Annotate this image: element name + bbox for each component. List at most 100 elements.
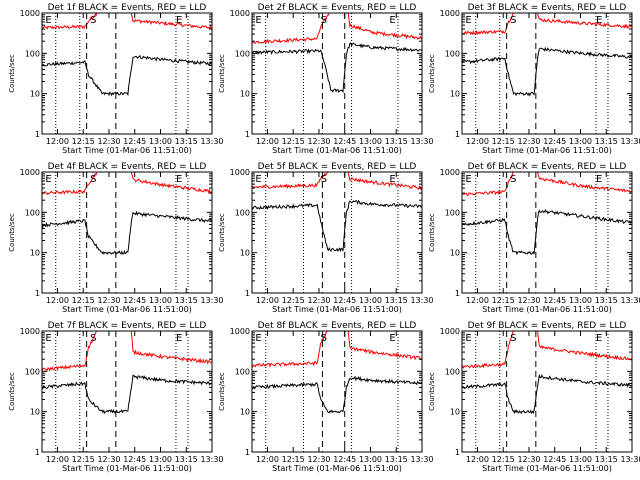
- chart-panel-9: Det 9f BLACK = Events, RED = LLD E S E 1 10 10…: [428, 321, 640, 473]
- events-series-line: [42, 210, 212, 256]
- x-tick-label: 13:15: [385, 137, 408, 146]
- x-tick-label: 12:45: [543, 455, 566, 464]
- chart-title: Det 9f BLACK = Events, RED = LLD: [468, 321, 627, 331]
- lld-series-line: [42, 331, 212, 372]
- y-tick-label: 1000: [230, 327, 250, 336]
- x-tick-label: 12:00: [256, 455, 279, 464]
- x-axis-label: Start Time (01-Mar-06 11:51:00): [62, 146, 192, 155]
- x-tick-label: 13:30: [620, 296, 640, 305]
- x-tick-label: 12:45: [543, 137, 566, 146]
- marker-label: E: [465, 333, 471, 344]
- chart-panel-6: Det 6f BLACK = Events, RED = LLD E S E 1 10 10…: [428, 162, 640, 314]
- y-tick-label: 1000: [20, 168, 40, 177]
- x-tick-label: 13:15: [595, 137, 618, 146]
- x-tick-label: 12:30: [307, 296, 330, 305]
- x-tick-label: 12:30: [307, 455, 330, 464]
- y-tick-label: 1000: [440, 168, 460, 177]
- y-axis-label: Counts/sec: [428, 213, 436, 252]
- x-tick-label: 12:15: [72, 455, 95, 464]
- x-tick-label: 13:30: [200, 296, 223, 305]
- chart-panel-3: Det 3f BLACK = Events, RED = LLD E S E 1 10 10…: [428, 3, 640, 155]
- x-tick-label: 12:15: [282, 455, 305, 464]
- y-axis-label: Counts/sec: [8, 54, 16, 93]
- x-tick-label: 12:30: [517, 137, 540, 146]
- x-axis-label: Start Time (01-Mar-06 11:51:00): [62, 305, 192, 314]
- x-tick-label: 12:15: [72, 296, 95, 305]
- lld-series-line: [252, 331, 422, 368]
- y-tick-label: 1: [245, 289, 250, 298]
- x-tick-label: 12:30: [97, 455, 120, 464]
- chart-panel-8: Det 8f BLACK = Events, RED = LLD E S E 1 10 10…: [218, 321, 434, 473]
- x-tick-label: 13:00: [359, 455, 382, 464]
- x-tick-label: 12:45: [123, 455, 146, 464]
- marker-label: S: [90, 174, 96, 185]
- x-tick-label: 13:15: [385, 296, 408, 305]
- marker-label: S: [321, 333, 327, 344]
- chart-title: Det 7f BLACK = Events, RED = LLD: [48, 321, 207, 331]
- y-tick-label: 1: [455, 448, 460, 457]
- y-tick-label: 1000: [230, 9, 250, 18]
- lld-series-line: [462, 331, 632, 369]
- y-tick-label: 100: [25, 208, 40, 217]
- marker-label: E: [255, 174, 261, 185]
- events-series-line: [462, 373, 632, 415]
- chart-title: Det 5f BLACK = Events, RED = LLD: [258, 162, 417, 172]
- events-series-line: [252, 42, 422, 94]
- marker-label: E: [389, 174, 395, 185]
- x-tick-label: 13:00: [569, 296, 592, 305]
- x-tick-label: 12:30: [517, 455, 540, 464]
- x-axis-label: Start Time (01-Mar-06 11:51:00): [272, 464, 402, 473]
- y-tick-label: 10: [240, 408, 250, 417]
- marker-label: E: [255, 15, 261, 26]
- lld-series-line: [42, 13, 212, 30]
- chart-title: Det 2f BLACK = Events, RED = LLD: [258, 3, 417, 13]
- marker-label: E: [389, 333, 395, 344]
- marker-label: E: [596, 174, 602, 185]
- x-tick-label: 12:15: [492, 296, 515, 305]
- plot-frame: [461, 12, 633, 135]
- chart-title: Det 6f BLACK = Events, RED = LLD: [468, 162, 627, 172]
- x-axis-label: Start Time (01-Mar-06 11:51:00): [272, 146, 402, 155]
- x-tick-label: 13:00: [149, 455, 172, 464]
- plot-frame: [251, 171, 423, 294]
- x-axis-label: Start Time (01-Mar-06 11:51:00): [482, 464, 612, 473]
- y-tick-label: 1000: [440, 327, 460, 336]
- x-tick-label: 13:30: [620, 137, 640, 146]
- x-tick-label: 12:00: [466, 455, 489, 464]
- events-series-line: [42, 374, 212, 415]
- y-tick-label: 1000: [440, 9, 460, 18]
- plot-frame: [41, 330, 213, 453]
- y-tick-label: 1: [245, 448, 250, 457]
- marker-label: S: [90, 15, 96, 26]
- x-tick-label: 13:30: [200, 137, 223, 146]
- y-tick-label: 1: [35, 448, 40, 457]
- x-tick-label: 12:15: [282, 137, 305, 146]
- x-tick-label: 13:30: [620, 455, 640, 464]
- y-tick-label: 100: [25, 367, 40, 376]
- marker-label: E: [176, 15, 182, 26]
- y-tick-label: 100: [25, 49, 40, 58]
- x-tick-label: 13:00: [359, 137, 382, 146]
- x-tick-label: 12:30: [517, 296, 540, 305]
- chart-title: Det 1f BLACK = Events, RED = LLD: [48, 3, 207, 13]
- y-tick-label: 1000: [20, 9, 40, 18]
- marker-label: S: [321, 15, 327, 26]
- y-tick-label: 10: [450, 249, 460, 258]
- lld-series-line: [252, 13, 422, 45]
- x-tick-label: 12:30: [97, 296, 120, 305]
- events-series-line: [252, 375, 422, 414]
- x-tick-label: 12:30: [97, 137, 120, 146]
- y-tick-label: 100: [235, 208, 250, 217]
- chart-title: Det 3f BLACK = Events, RED = LLD: [468, 3, 627, 13]
- chart-panel-2: Det 2f BLACK = Events, RED = LLD E S E 1 10 10…: [218, 3, 434, 155]
- x-tick-label: 12:15: [492, 137, 515, 146]
- y-axis-label: Counts/sec: [218, 372, 226, 411]
- chart-panel-1: Det 1f BLACK = Events, RED = LLD E S E 1 10 10…: [8, 3, 224, 155]
- events-series-line: [462, 208, 632, 256]
- y-tick-label: 1: [455, 289, 460, 298]
- x-tick-label: 12:45: [543, 296, 566, 305]
- x-tick-label: 13:00: [569, 455, 592, 464]
- x-tick-label: 13:15: [175, 137, 198, 146]
- marker-label: S: [510, 15, 516, 26]
- y-tick-label: 10: [30, 90, 40, 99]
